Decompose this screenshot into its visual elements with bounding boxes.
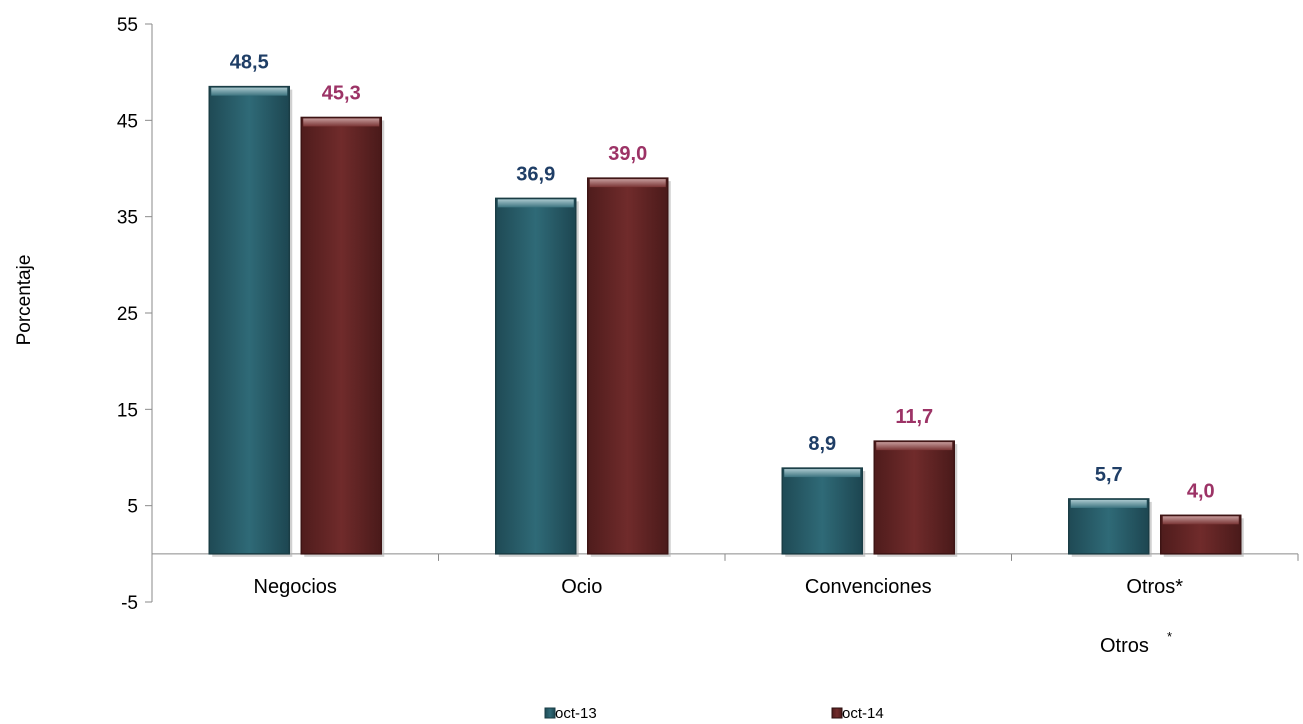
y-tick-label: 45 xyxy=(117,111,138,132)
bar-highlight xyxy=(784,469,861,478)
data-label: 39,0 xyxy=(608,143,647,165)
x-axis: Negocios Ocio Convenciones Otros* xyxy=(151,553,1299,598)
y-tick-label: 15 xyxy=(117,400,138,421)
data-label: 8,9 xyxy=(808,433,836,455)
bar xyxy=(873,440,958,557)
data-label: 36,9 xyxy=(516,163,555,185)
legend-label: oct-13 xyxy=(555,705,597,722)
data-label: 48,5 xyxy=(230,52,269,74)
bar-highlight xyxy=(303,118,380,127)
bars xyxy=(208,85,1244,557)
bar xyxy=(1068,498,1152,557)
y-tick-label: 55 xyxy=(117,15,138,36)
legend-item: oct-14 xyxy=(831,705,884,722)
data-label: 4,0 xyxy=(1187,480,1215,502)
footnote-text: Otros xyxy=(1100,635,1149,657)
bar-highlight xyxy=(1070,499,1147,508)
bar-body xyxy=(208,85,290,555)
bar-body xyxy=(781,467,863,555)
legend-swatch xyxy=(544,707,556,719)
bar-body xyxy=(1068,498,1150,555)
bar xyxy=(300,116,385,557)
legend-swatch xyxy=(831,707,843,719)
bar-highlight xyxy=(876,442,953,451)
bar-body xyxy=(587,177,669,555)
data-label: 5,7 xyxy=(1095,464,1123,486)
y-tick-label: 25 xyxy=(117,304,138,325)
footnote-superscript: * xyxy=(1167,629,1172,644)
data-label: 11,7 xyxy=(895,406,933,428)
x-category-label: Otros* xyxy=(1126,576,1183,598)
bar-highlight xyxy=(497,199,574,208)
footnote: Otros * xyxy=(1100,629,1172,657)
bar xyxy=(781,467,866,557)
bar-highlight xyxy=(211,87,288,96)
bar-body xyxy=(300,116,382,555)
data-labels: 48,5 36,9 8,9 5,7 45,3 39,0 11,7 4,0 xyxy=(230,52,1215,503)
bar-highlight xyxy=(589,179,666,188)
y-tick-label: 5 xyxy=(127,497,138,518)
x-category-label: Negocios xyxy=(254,576,337,598)
legend-item: oct-13 xyxy=(544,705,597,722)
bar-highlight xyxy=(1162,516,1239,525)
x-category-label: Ocio xyxy=(561,576,602,598)
x-category-label: Convenciones xyxy=(805,576,932,598)
bar-body xyxy=(873,440,955,555)
data-label: 45,3 xyxy=(322,82,361,104)
bar-body xyxy=(495,197,577,555)
y-axis-title: Porcentaje xyxy=(14,255,35,346)
bar xyxy=(1160,514,1244,557)
bar xyxy=(208,85,293,557)
bar xyxy=(495,197,579,557)
y-tick-label: -5 xyxy=(121,593,138,614)
y-axis: 55 45 35 25 15 5 -5 xyxy=(117,15,153,614)
legend-label: oct-14 xyxy=(842,705,884,722)
bar xyxy=(587,177,671,557)
legend: oct-13 oct-14 xyxy=(544,705,884,722)
y-tick-label: 35 xyxy=(117,208,138,229)
